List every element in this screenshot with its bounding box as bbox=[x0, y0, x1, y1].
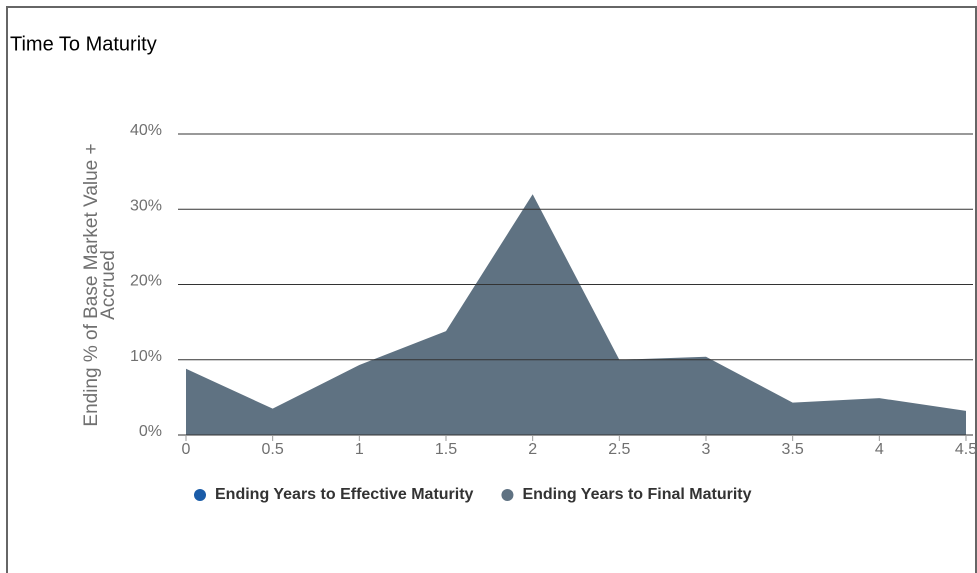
y-tick-label: 10% bbox=[130, 348, 162, 365]
y-axis-label: Ending % of Base Market Value + Accrued bbox=[81, 143, 119, 426]
y-tick-label: 40% bbox=[130, 122, 162, 139]
x-tick-label: 0.5 bbox=[262, 441, 284, 458]
y-tick-label: 30% bbox=[130, 197, 162, 214]
x-tick-label: 0 bbox=[182, 441, 191, 458]
x-tick-label: 4 bbox=[875, 441, 884, 458]
x-tick-label: 2 bbox=[528, 441, 537, 458]
legend-marker bbox=[194, 489, 206, 501]
frame bbox=[6, 6, 977, 573]
y-axis-label-line: Ending % of Base Market Value + bbox=[81, 143, 102, 426]
area bbox=[186, 194, 966, 435]
y-tick-label: 20% bbox=[130, 273, 162, 290]
x-tick-label: 4.5 bbox=[955, 441, 977, 458]
x-tick-label: 3.5 bbox=[782, 441, 804, 458]
y-tick-label: 0% bbox=[139, 423, 162, 440]
legend-marker bbox=[501, 489, 514, 501]
x-tick-label: 1 bbox=[355, 441, 364, 458]
x-tick-label: 3 bbox=[702, 441, 711, 458]
legend-item[interactable]: Ending Years to Effective Maturity bbox=[194, 486, 474, 503]
legend-label: Ending Years to Final Maturity bbox=[522, 486, 751, 503]
chart-title: Time To Maturity bbox=[10, 33, 157, 55]
legend-item[interactable]: Ending Years to Final Maturity bbox=[501, 486, 752, 503]
x-tick-label: 2.5 bbox=[608, 441, 630, 458]
legend-label: Ending Years to Effective Maturity bbox=[215, 486, 474, 503]
x-tick-label: 1.5 bbox=[435, 441, 457, 458]
y-axis-label-line: Accrued bbox=[98, 250, 119, 320]
